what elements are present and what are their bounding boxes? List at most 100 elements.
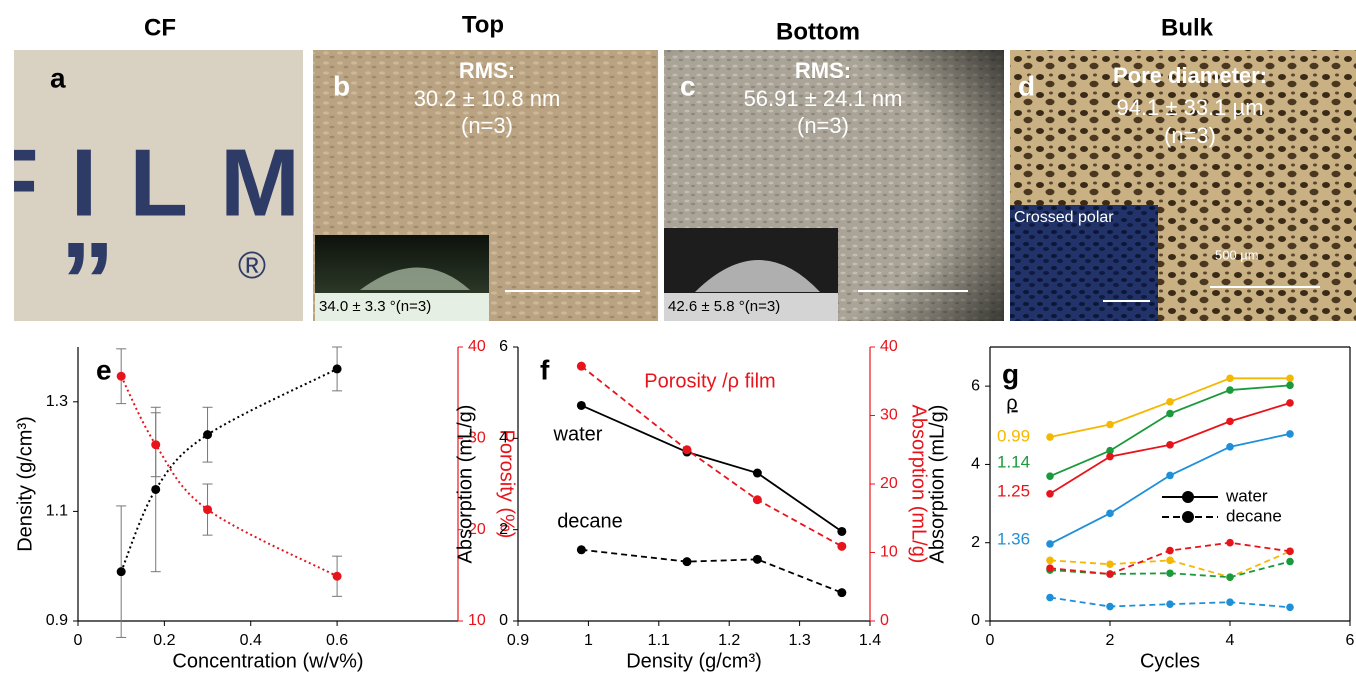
series-line: [581, 550, 841, 593]
point: [1226, 598, 1234, 606]
x-tick-label: 1.3: [788, 632, 810, 649]
point: [1226, 539, 1234, 547]
x-axis-label: Density (g/cm³): [626, 650, 762, 672]
panel-letter: f: [540, 354, 550, 385]
x-axis-label: Cycles: [1140, 650, 1200, 672]
print-text: ”: [60, 220, 115, 343]
point: [577, 362, 586, 371]
group-label: 1.36: [997, 529, 1030, 548]
y-tick-label: 1.3: [46, 393, 68, 410]
y2-tick-label: 40: [880, 338, 898, 355]
y-axis-label: Density (g/cm³): [14, 416, 36, 552]
figure: CF Top Bottom Bulk FILM ” ® a b RMS: 30.…: [0, 0, 1356, 677]
x-tick-label: 0.4: [240, 632, 262, 649]
point: [333, 364, 342, 373]
y-tick-label: 2: [971, 534, 980, 551]
contact-angle: 42.6 ± 5.8 °(n=3): [668, 298, 780, 315]
x-tick-label: 1.4: [859, 632, 881, 649]
point: [837, 588, 846, 597]
point: [1166, 441, 1174, 449]
photo-d: d Pore diameter: 94.1 ± 33.1 µm (n=3) Cr…: [1010, 50, 1356, 321]
point: [1046, 564, 1054, 572]
point: [203, 430, 212, 439]
x-tick-label: 0: [986, 632, 995, 649]
y-tick-label: 4: [499, 430, 508, 447]
count: (n=3): [1164, 123, 1216, 148]
point: [837, 542, 846, 551]
point: [117, 567, 126, 576]
point: [1106, 570, 1114, 578]
legend-title: ρ: [1006, 392, 1017, 414]
point: [1166, 557, 1174, 565]
point: [577, 401, 586, 410]
point: [1286, 430, 1294, 438]
point: [1166, 472, 1174, 480]
point: [753, 495, 762, 504]
point: [1226, 386, 1234, 394]
count: (n=3): [797, 113, 849, 138]
y-tick-label: 0: [499, 612, 508, 629]
x-tick-label: 1: [584, 632, 593, 649]
point: [1046, 594, 1054, 602]
heading: RMS:: [459, 58, 515, 83]
panel-letter: c: [680, 70, 696, 101]
x-tick-label: 6: [1346, 632, 1355, 649]
point: [151, 485, 160, 494]
panel-title: Bottom: [776, 18, 860, 45]
point: [1286, 399, 1294, 407]
series-label: water: [553, 423, 603, 445]
y2-tick-label: 0: [880, 612, 889, 629]
heading: RMS:: [795, 58, 851, 83]
panel-letter: e: [96, 354, 112, 385]
legend-label: decane: [1226, 506, 1282, 525]
print-text: ®: [238, 245, 266, 287]
point: [1286, 375, 1294, 383]
point: [151, 440, 160, 449]
point: [1106, 421, 1114, 429]
point: [1046, 490, 1054, 498]
panel-title: CF: [144, 14, 176, 41]
legend-label: water: [1225, 486, 1268, 505]
panel-letter: g: [1002, 358, 1019, 389]
photo-c: c RMS: 56.91 ± 24.1 nm (n=3) 42.6 ± 5.8 …: [664, 50, 1004, 321]
point: [753, 469, 762, 478]
point: [1286, 548, 1294, 556]
series-label: decane: [557, 510, 623, 532]
point: [1286, 604, 1294, 612]
point: [1106, 560, 1114, 568]
x-tick-label: 0.2: [153, 632, 175, 649]
y-tick-label: 0: [971, 612, 980, 629]
point: [682, 445, 691, 454]
y-tick-label: 4: [971, 456, 980, 473]
x-tick-label: 0.6: [326, 632, 348, 649]
contact-angle: 34.0 ± 3.3 °(n=3): [319, 298, 431, 315]
x-tick-label: 0: [74, 632, 83, 649]
y-tick-label: 1.1: [46, 503, 68, 520]
point: [1166, 547, 1174, 555]
y2-tick-label: 10: [880, 544, 898, 561]
photo-b: b RMS: 30.2 ± 10.8 nm (n=3) 34.0 ± 3.3 °…: [313, 50, 658, 321]
panel-letter: d: [1018, 70, 1035, 101]
series-label: Porosity /ρ film: [644, 370, 775, 392]
x-tick-label: 1.2: [718, 632, 740, 649]
x-tick-label: 4: [1226, 632, 1235, 649]
point: [837, 527, 846, 536]
y-tick-label: 0.9: [46, 612, 68, 629]
point: [333, 572, 342, 581]
point: [1226, 573, 1234, 581]
point: [1046, 472, 1054, 480]
point: [1166, 398, 1174, 406]
point: [1046, 433, 1054, 441]
series-line: [121, 369, 337, 572]
mask: [0, 50, 14, 321]
point: [1286, 558, 1294, 566]
point: [1046, 540, 1054, 548]
scale-label: 500 µm: [1215, 247, 1259, 262]
photo-a: FILM ” ® a: [0, 50, 303, 343]
y-tick-label: 6: [971, 377, 980, 394]
panel-letter: b: [333, 70, 350, 101]
point: [1106, 453, 1114, 461]
heading: Pore diameter:: [1113, 63, 1267, 88]
point: [682, 557, 691, 566]
y2-tick-label: 40: [468, 338, 486, 355]
